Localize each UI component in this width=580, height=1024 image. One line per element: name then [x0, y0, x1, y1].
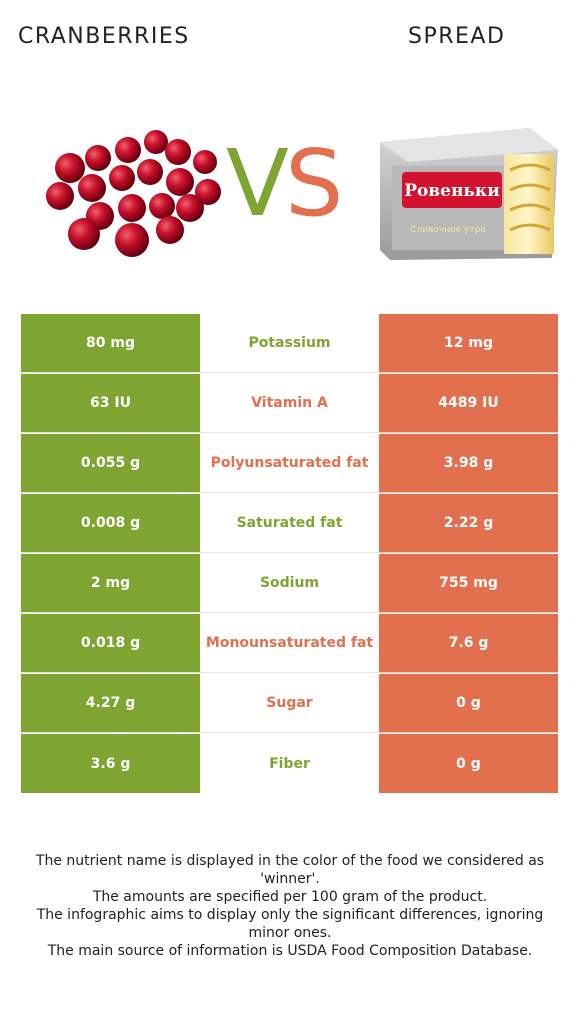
table-row: 63 IU Vitamin A 4489 IU	[21, 374, 558, 434]
footnote: The nutrient name is displayed in the co…	[35, 853, 545, 887]
left-food-title: CRANBERRIES	[18, 24, 190, 49]
nutrient-name: Vitamin A	[200, 374, 379, 433]
footnote: The infographic aims to display only the…	[36, 907, 544, 941]
left-value: 63 IU	[21, 374, 200, 433]
cranberries-image	[46, 130, 221, 257]
table-row: 0.008 g Saturated fat 2.22 g	[21, 494, 558, 554]
right-value: 0 g	[379, 734, 558, 793]
left-value: 3.6 g	[21, 734, 200, 793]
package-subtitle-text: Сливочное утро	[410, 225, 486, 235]
table-row: 80 mg Potassium 12 mg	[21, 314, 558, 374]
right-value: 3.98 g	[379, 434, 558, 493]
footnotes: The nutrient name is displayed in the co…	[20, 852, 560, 960]
table-row: 3.6 g Fiber 0 g	[21, 734, 558, 794]
left-value: 0.008 g	[21, 494, 200, 553]
vs-label: VS	[226, 130, 343, 237]
nutrient-name: Sodium	[200, 554, 379, 613]
right-value: 755 mg	[379, 554, 558, 613]
left-value: 80 mg	[21, 314, 200, 373]
table-row: 4.27 g Sugar 0 g	[21, 674, 558, 734]
right-value: 2.22 g	[379, 494, 558, 553]
right-value: 7.6 g	[379, 614, 558, 673]
comparison-table: 80 mg Potassium 12 mg 63 IU Vitamin A 4489 IU…	[21, 314, 558, 794]
right-value: 0 g	[379, 674, 558, 733]
footnote: The main source of information is USDA F…	[47, 943, 533, 959]
table-row: 2 mg Sodium 755 mg	[21, 554, 558, 614]
left-value: 0.018 g	[21, 614, 200, 673]
right-value: 4489 IU	[379, 374, 558, 433]
footnote: The amounts are specified per 100 gram o…	[92, 889, 488, 905]
left-value: 2 mg	[21, 554, 200, 613]
nutrient-name: Saturated fat	[200, 494, 379, 553]
package-brand-text: Ровеньки	[404, 181, 500, 201]
nutrient-name: Potassium	[200, 314, 379, 373]
right-value: 12 mg	[379, 314, 558, 373]
spread-package-image: Ровеньки Сливочное утро	[380, 128, 558, 260]
nutrient-name: Fiber	[200, 734, 379, 793]
right-food-title: SPREAD	[408, 24, 506, 49]
table-row: 0.055 g Polyunsaturated fat 3.98 g	[21, 434, 558, 494]
left-value: 4.27 g	[21, 674, 200, 733]
nutrient-name: Polyunsaturated fat	[200, 434, 379, 493]
food-images: Ровеньки Сливочное утро	[46, 128, 558, 260]
nutrient-name: Monounsaturated fat	[200, 614, 379, 673]
table-row: 0.018 g Monounsaturated fat 7.6 g	[21, 614, 558, 674]
left-value: 0.055 g	[21, 434, 200, 493]
nutrient-name: Sugar	[200, 674, 379, 733]
